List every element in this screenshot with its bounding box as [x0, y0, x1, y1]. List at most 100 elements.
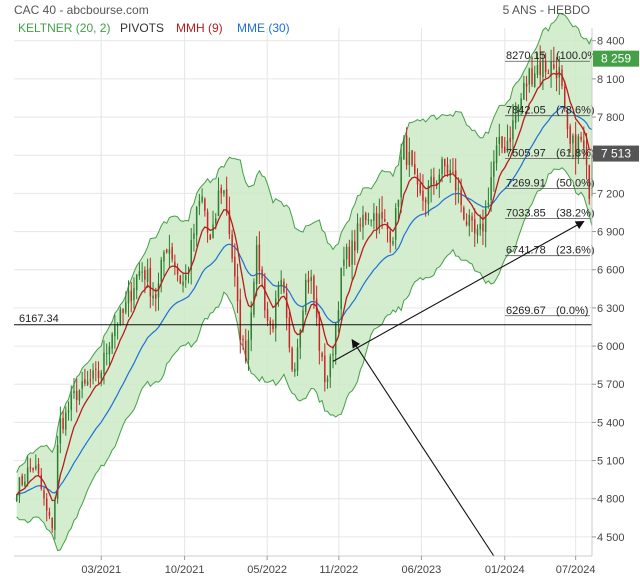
candle: [171, 242, 173, 263]
candle: [239, 288, 242, 354]
keltner-band: [16, 13, 592, 551]
candle: [528, 67, 531, 93]
candle: [408, 137, 411, 177]
candle: [539, 45, 541, 86]
candle: [389, 227, 391, 253]
candle: [577, 133, 580, 164]
candle: [580, 131, 582, 143]
legend-item: MME (30): [237, 21, 290, 35]
candle: [67, 401, 70, 421]
candle: [585, 132, 588, 180]
candle: [392, 236, 394, 247]
x-tick-label: 01/2024: [485, 564, 525, 576]
candle: [174, 254, 176, 276]
fib-level: 6741.78 (23.6%): [505, 245, 595, 257]
candle: [201, 188, 203, 204]
candle: [141, 262, 143, 283]
candle: [457, 177, 460, 204]
candle: [433, 167, 435, 195]
candle: [482, 209, 484, 245]
candle: [78, 389, 81, 405]
last-price-tag: [593, 145, 639, 162]
candle: [29, 458, 32, 473]
candle: [225, 176, 228, 216]
candle: [51, 517, 53, 533]
pivot-layer: 6167.34: [14, 313, 592, 326]
candle: [504, 136, 506, 154]
candle: [21, 473, 23, 487]
y-tick-label: 7 800: [597, 112, 625, 124]
candle: [274, 290, 277, 342]
candle: [45, 493, 48, 522]
candle: [223, 189, 225, 197]
candle: [403, 135, 405, 160]
candle: [73, 377, 75, 399]
candle: [304, 273, 307, 315]
candle: [367, 212, 370, 225]
candle: [326, 375, 329, 389]
candle: [512, 103, 514, 156]
chart-title: CAC 40 - abcbourse.com: [14, 3, 149, 17]
y-tick-label: 6 000: [597, 341, 625, 353]
candle: [424, 196, 427, 217]
x-tick-label: 06/2023: [402, 564, 442, 576]
y-axis-ticks: 4 500 4 800 5 100 5 400 5 700 6 000 6 300 6 600…: [592, 36, 625, 544]
candle: [182, 272, 184, 293]
legend: KELTNER (20, 2) PIVOTS MMH (9) MME (30): [18, 21, 290, 35]
candle: [373, 203, 375, 229]
candle: [351, 230, 353, 280]
candle: [266, 301, 269, 327]
candle: [318, 311, 321, 365]
candle: [108, 342, 111, 368]
candle: [378, 198, 381, 234]
candle: [463, 205, 465, 221]
y-tick-label: 4 800: [597, 494, 625, 506]
candle: [89, 368, 92, 388]
candle: [498, 123, 501, 156]
candle: [362, 205, 364, 240]
candle: [280, 270, 282, 295]
y-tick-label: 5 100: [597, 456, 625, 468]
x-tick-label: 11/2022: [319, 564, 358, 576]
candle: [127, 280, 130, 317]
candle: [35, 454, 37, 471]
candle: [138, 262, 141, 280]
candle: [517, 104, 520, 122]
candle: [563, 80, 566, 112]
candle: [152, 282, 154, 306]
candle: [493, 150, 495, 192]
candle: [198, 193, 201, 216]
annotation-arrow: [351, 338, 495, 557]
fib-percent: (100.0%): [556, 50, 601, 62]
candle: [340, 267, 342, 320]
fib-value: 7033.85: [506, 208, 546, 220]
candle: [264, 272, 266, 319]
candle: [250, 301, 252, 352]
candle: [193, 223, 195, 252]
y-tick-label: 6 900: [597, 227, 625, 239]
candle: [133, 277, 135, 309]
candle: [168, 234, 171, 268]
high-price-tag: [593, 50, 639, 67]
candle: [146, 258, 149, 288]
candle: [288, 311, 291, 353]
candle: [135, 274, 138, 300]
candle: [220, 184, 222, 205]
legend-item: MMH (9): [176, 21, 223, 35]
fib-percent: (61.8%): [556, 147, 595, 159]
candle: [291, 346, 293, 372]
fib-value: 8270.15: [506, 50, 546, 62]
candle: [285, 283, 288, 331]
candle: [294, 362, 296, 377]
candle: [520, 93, 522, 116]
candle: [422, 174, 424, 211]
candle: [454, 158, 457, 206]
candle: [37, 458, 40, 476]
candle: [97, 361, 100, 384]
candle: [105, 343, 108, 366]
candle: [26, 456, 29, 487]
candle: [179, 274, 182, 285]
legend-item: KELTNER (20, 2): [18, 21, 110, 35]
candle: [536, 52, 539, 79]
candle: [165, 248, 168, 254]
